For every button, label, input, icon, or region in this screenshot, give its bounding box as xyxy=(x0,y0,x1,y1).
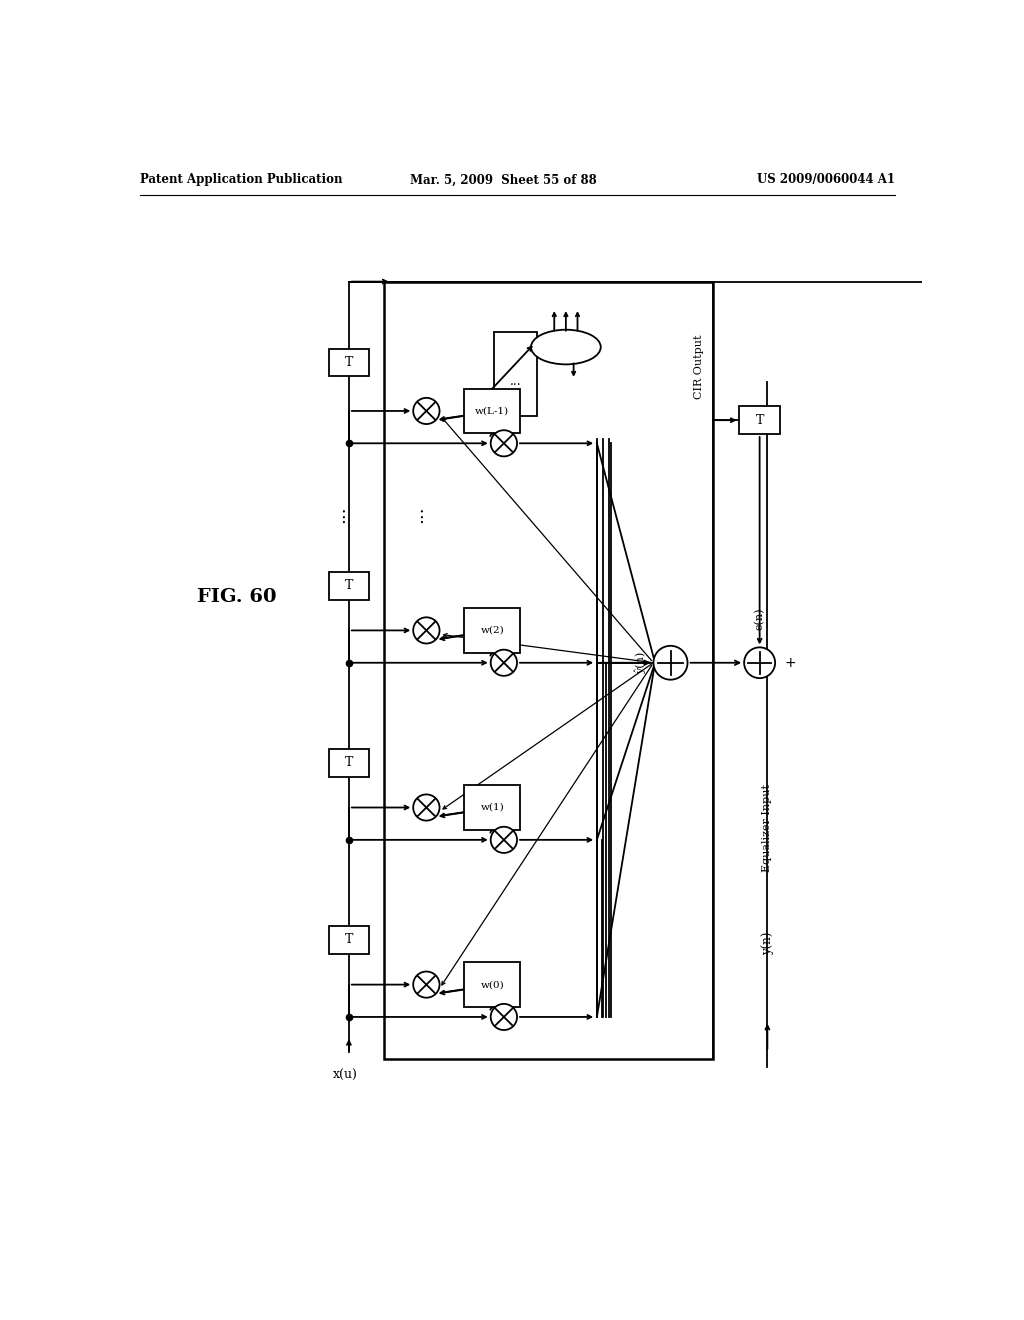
Text: ...: ... xyxy=(331,506,348,523)
Bar xyxy=(464,609,520,653)
Text: ...: ... xyxy=(510,375,521,388)
Bar xyxy=(329,748,369,776)
Circle shape xyxy=(414,972,439,998)
Circle shape xyxy=(414,397,439,424)
Text: e(n): e(n) xyxy=(755,609,765,631)
Circle shape xyxy=(414,618,439,644)
Text: ŷ(n): ŷ(n) xyxy=(634,652,646,675)
Circle shape xyxy=(490,1005,517,1030)
Text: w(L-1): w(L-1) xyxy=(475,407,509,416)
Bar xyxy=(739,407,779,434)
Bar xyxy=(495,331,537,416)
Text: w(2): w(2) xyxy=(480,626,504,635)
Text: T: T xyxy=(345,756,353,770)
Text: T: T xyxy=(345,933,353,946)
Circle shape xyxy=(414,795,439,821)
Bar xyxy=(329,572,369,599)
Text: x(u): x(u) xyxy=(333,1069,357,1081)
Bar xyxy=(384,281,713,1059)
Circle shape xyxy=(653,645,687,680)
Text: Patent Application Publication: Patent Application Publication xyxy=(139,173,342,186)
Bar xyxy=(464,388,520,433)
Bar xyxy=(329,348,369,376)
Bar xyxy=(464,962,520,1007)
Text: +: + xyxy=(784,656,796,669)
Text: y(n): y(n) xyxy=(761,932,774,956)
Text: T: T xyxy=(756,413,764,426)
Bar xyxy=(464,785,520,830)
Text: Equalizer Input: Equalizer Input xyxy=(763,784,772,873)
Circle shape xyxy=(490,430,517,457)
Circle shape xyxy=(744,647,775,678)
Text: CIR Output: CIR Output xyxy=(694,334,705,399)
Text: T: T xyxy=(345,579,353,593)
Text: w(0): w(0) xyxy=(480,981,504,989)
Ellipse shape xyxy=(531,330,601,364)
Text: ...: ... xyxy=(409,506,426,523)
Circle shape xyxy=(490,826,517,853)
Circle shape xyxy=(490,649,517,676)
Bar xyxy=(329,927,369,954)
Text: FIG. 60: FIG. 60 xyxy=(197,589,276,606)
Text: US 2009/0060044 A1: US 2009/0060044 A1 xyxy=(758,173,895,186)
Text: T: T xyxy=(345,356,353,370)
Text: w(1): w(1) xyxy=(480,803,504,812)
Text: Mar. 5, 2009  Sheet 55 of 88: Mar. 5, 2009 Sheet 55 of 88 xyxy=(411,173,597,186)
